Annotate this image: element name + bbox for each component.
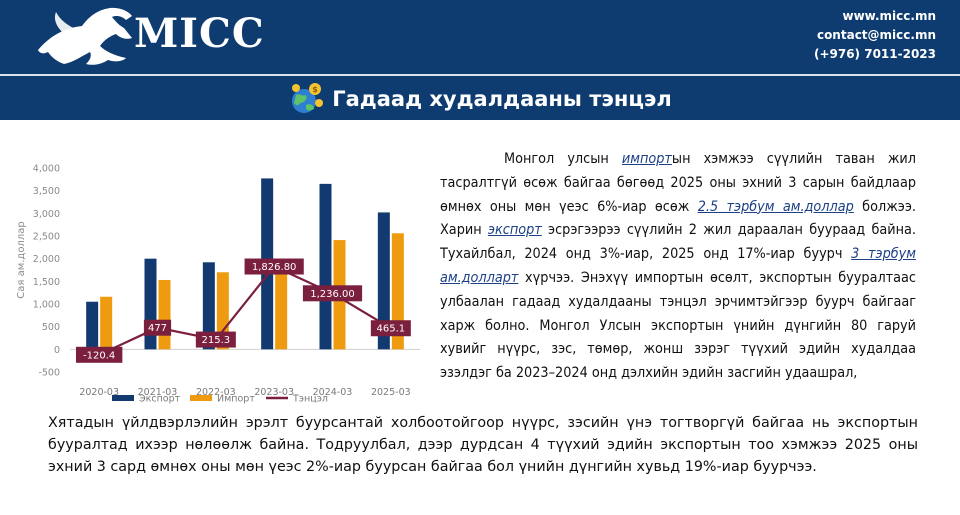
balance-data-label: 1,236.00 bbox=[302, 285, 363, 302]
brand-name: MICC bbox=[134, 10, 265, 57]
data-label-text: 477 bbox=[148, 323, 167, 334]
x-tick-label: 2025-03 bbox=[371, 387, 411, 398]
phone-number: (+976) 7011-2023 bbox=[813, 47, 936, 61]
email-link[interactable]: contact@micc.mn bbox=[816, 28, 936, 42]
horse-logo-icon[interactable] bbox=[30, 2, 280, 72]
text-run: Монгол улсын bbox=[504, 151, 622, 167]
data-label-box bbox=[302, 285, 363, 302]
bar-export bbox=[202, 262, 215, 350]
highlight-phrase: 3 тэрбум ам.долларт bbox=[440, 246, 916, 286]
y-tick-label: 2,000 bbox=[33, 254, 60, 265]
balance-line: -120.4 477 215.3 1,826.80 1,236.00 465.1 bbox=[75, 258, 411, 363]
page-title: Гадаад худалдааны тэнцэл bbox=[332, 87, 672, 111]
y-tick-label: 2,500 bbox=[33, 232, 60, 243]
body-paragraph-1: Монгол улсын импортын хэмжээ сүүлийн тав… bbox=[440, 148, 916, 386]
svg-text:$: $ bbox=[312, 85, 318, 94]
text-run: хүрчээ. Энэхүү импортын өсөлт, экспортын… bbox=[440, 269, 916, 382]
data-label-box bbox=[244, 258, 304, 275]
highlight-phrase: 2.5 тэрбум ам.доллар bbox=[697, 198, 854, 215]
legend-label: Тэнцэл bbox=[292, 394, 328, 405]
y-tick-label: 4,000 bbox=[33, 164, 60, 175]
website-link[interactable]: www.micc.mn bbox=[842, 9, 937, 23]
y-axis: -500 0 500 1,000 1,500 2,000 2,500 3,000 3,500 4,… bbox=[33, 164, 420, 379]
text-run: ын хэмжээ сүүлийн таван жил тасралтгүй ө… bbox=[440, 151, 916, 215]
balance-data-label: -120.4 bbox=[75, 346, 123, 363]
contact-block: www.micc.mn contact@micc.mn (+976) 7011-… bbox=[814, 7, 936, 64]
title-bar: $ Гадаад худалдааны тэнцэл bbox=[0, 78, 960, 120]
y-axis-label: Сая ам.доллар bbox=[16, 221, 27, 298]
bar-export bbox=[86, 301, 99, 350]
data-label-text: 215.3 bbox=[202, 335, 231, 346]
data-label-text: -120.4 bbox=[83, 350, 115, 361]
legend-swatch bbox=[112, 395, 134, 401]
y-tick-label: 3,500 bbox=[33, 186, 60, 197]
header-divider bbox=[0, 74, 960, 76]
balance-data-label: 215.3 bbox=[195, 331, 236, 348]
x-tick-label: 2023-03 bbox=[254, 387, 294, 398]
x-tick-label: 2021-03 bbox=[138, 387, 178, 398]
data-label-box bbox=[370, 320, 411, 337]
y-tick-label: -500 bbox=[38, 368, 60, 379]
bar-export bbox=[144, 258, 157, 350]
x-axis: 2020-03 2021-03 2022-03 2023-03 2024-03 2025-… bbox=[79, 387, 410, 398]
data-label-box bbox=[143, 319, 172, 336]
trade-balance-chart: -500 0 500 1,000 1,500 2,000 2,500 3,000 3,500 4,… bbox=[16, 164, 420, 405]
bar-import bbox=[158, 279, 171, 350]
bar-import bbox=[216, 272, 229, 350]
text-run: болжээ. Харин bbox=[440, 198, 916, 239]
legend-label: Импорт bbox=[217, 394, 255, 405]
highlight-phrase: экспорт bbox=[487, 222, 542, 239]
data-label-box bbox=[195, 331, 236, 348]
page-header: MICC www.micc.mn contact@micc.mn (+976) … bbox=[0, 0, 960, 120]
chart-legend: Экспорт Импорт Тэнцэл bbox=[112, 394, 328, 405]
balance-data-label: 477 bbox=[143, 319, 172, 336]
balance-data-label: 1,826.80 bbox=[244, 258, 304, 275]
data-label-text: 1,236.00 bbox=[310, 289, 355, 300]
body-paragraph-2: Хятадын үйлдвэрлэлийн эрэлт буурсантай х… bbox=[48, 415, 918, 475]
bar-import bbox=[275, 260, 288, 350]
data-label-text: 1,826.80 bbox=[252, 262, 297, 273]
globe-currency-icon: $ bbox=[292, 83, 324, 113]
x-tick-label: 2022-03 bbox=[196, 387, 236, 398]
balance-line-path bbox=[98, 265, 392, 356]
balance-data-label: 465.1 bbox=[370, 320, 411, 337]
text-run: эсрэгээрээ сүүлийн 2 жил дараалан буураа… bbox=[440, 222, 916, 263]
bar-export bbox=[319, 183, 332, 350]
y-tick-label: 3,000 bbox=[33, 209, 60, 220]
data-label-text: 465.1 bbox=[377, 324, 406, 335]
x-tick-label: 2024-03 bbox=[313, 387, 353, 398]
data-label-box bbox=[75, 346, 123, 363]
y-tick-label: 1,000 bbox=[33, 300, 60, 311]
legend-swatch bbox=[190, 395, 212, 401]
y-tick-label: 0 bbox=[54, 345, 60, 356]
y-tick-label: 500 bbox=[42, 322, 60, 333]
highlight-phrase: импорт bbox=[621, 151, 672, 167]
y-tick-label: 1,500 bbox=[33, 277, 60, 288]
legend-label: Экспорт bbox=[139, 394, 181, 405]
x-tick-label: 2020-03 bbox=[79, 387, 119, 398]
bar-import bbox=[100, 296, 113, 350]
bar-export bbox=[377, 212, 390, 350]
